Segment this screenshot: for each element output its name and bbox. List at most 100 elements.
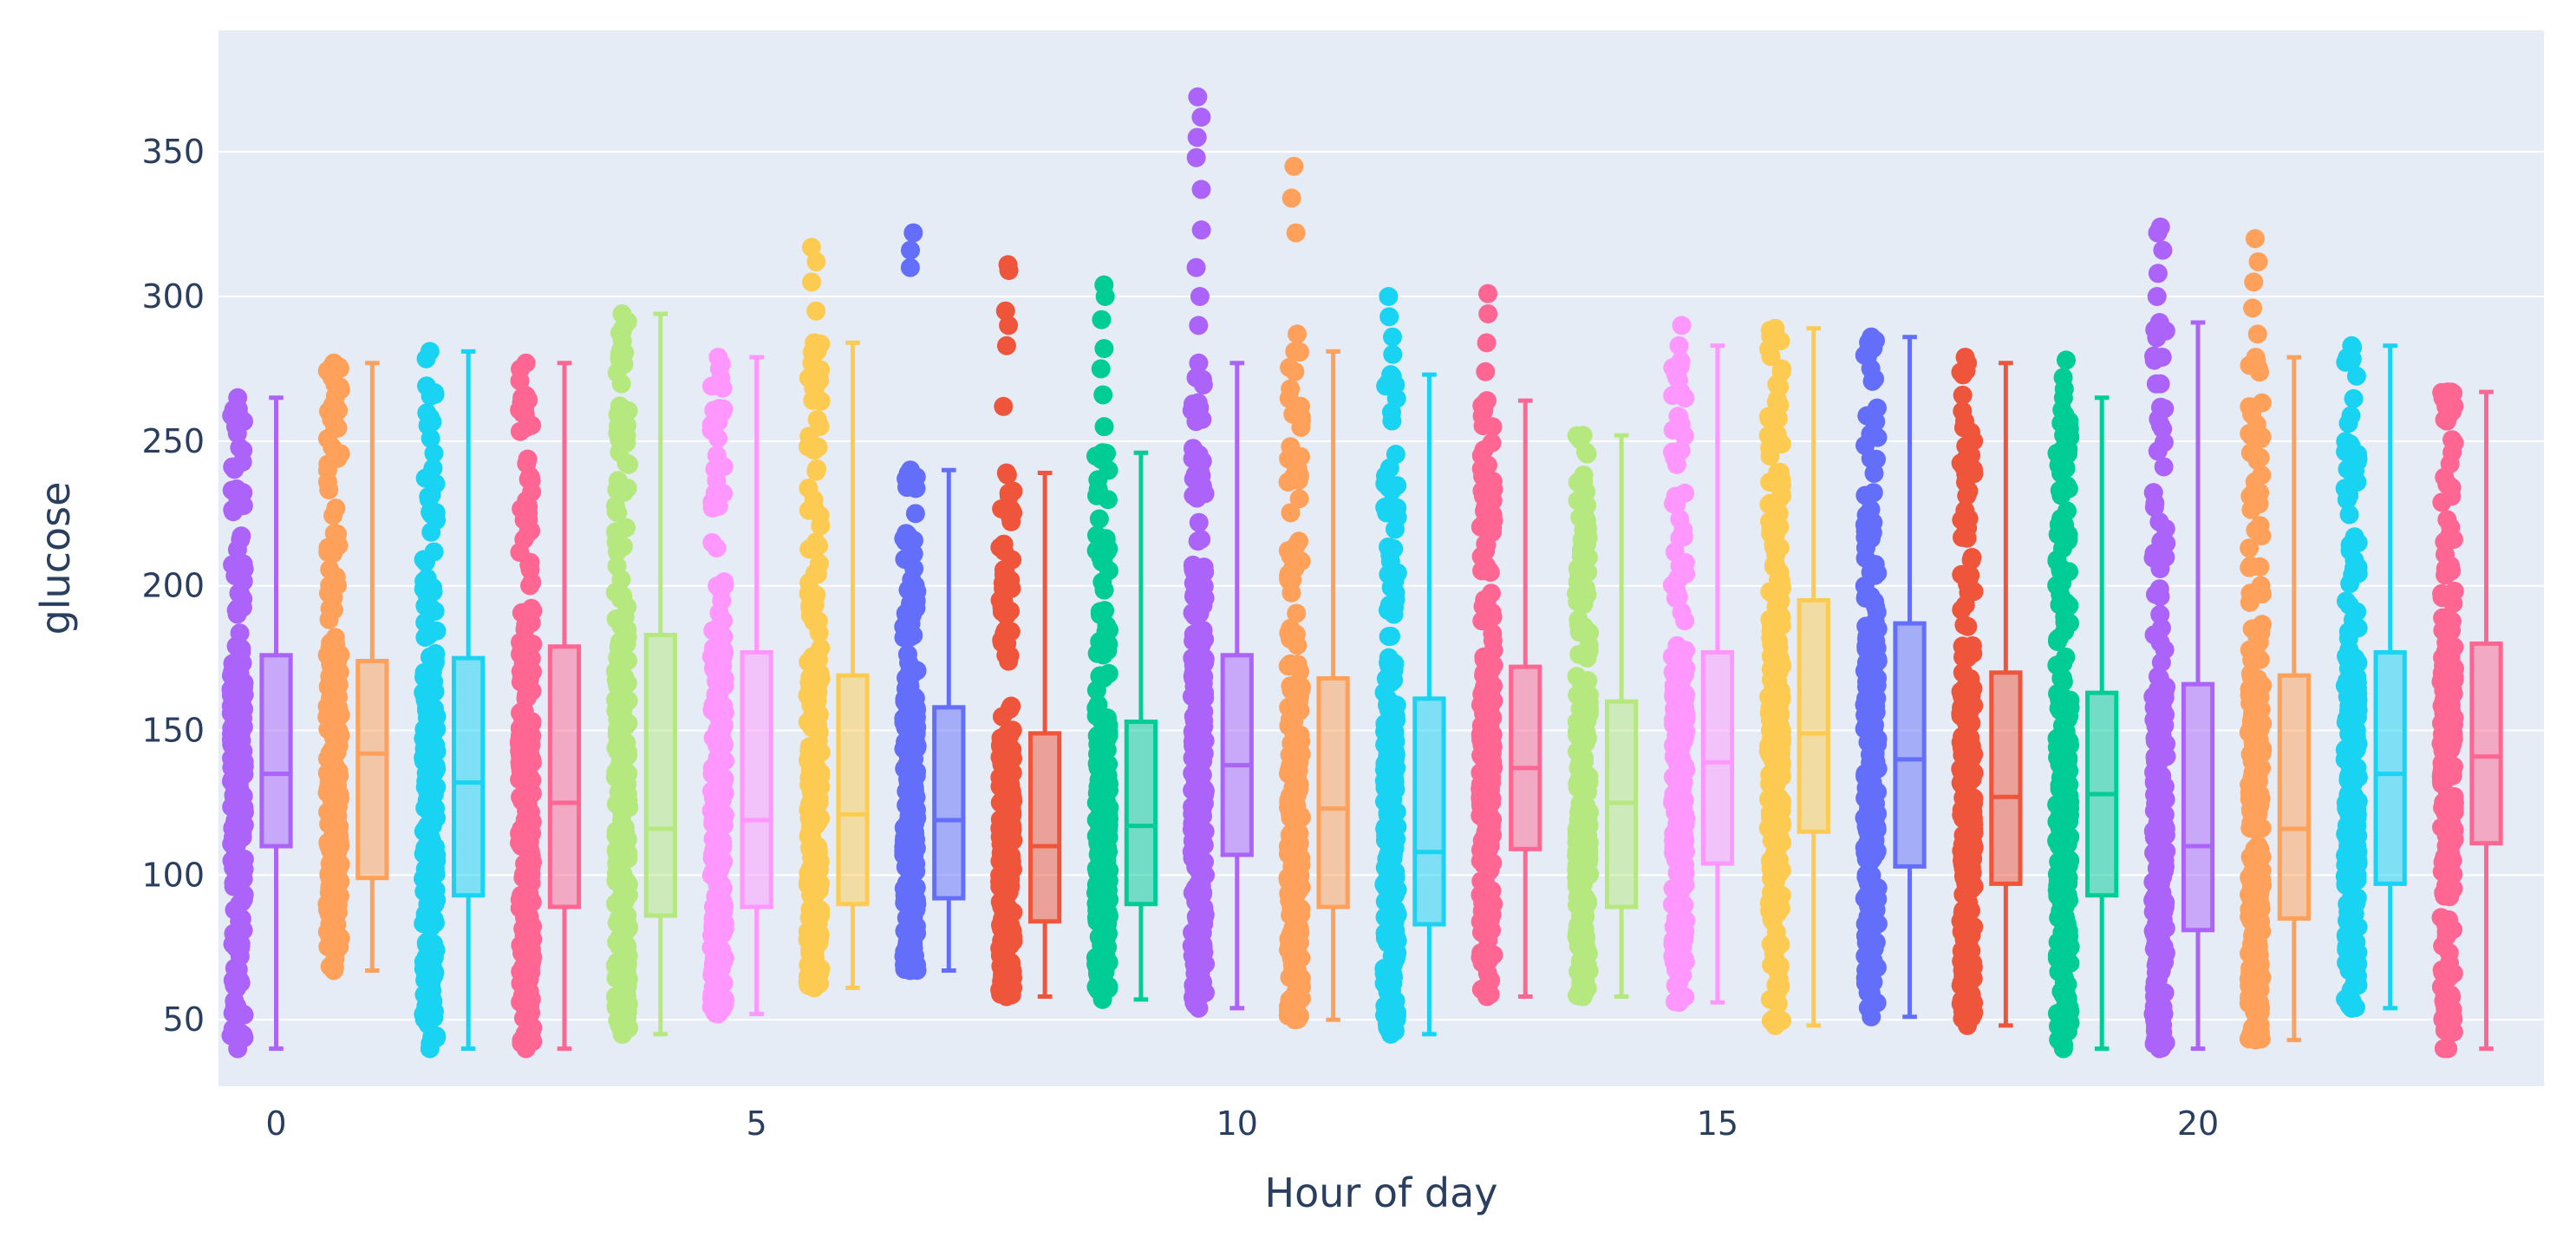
- data-point: [606, 497, 625, 516]
- data-point: [2051, 414, 2071, 433]
- data-point: [1956, 686, 1975, 705]
- data-point: [607, 822, 626, 841]
- data-point: [1958, 897, 1977, 916]
- data-point: [422, 832, 441, 851]
- data-point: [1281, 379, 1300, 398]
- data-point: [234, 496, 253, 515]
- outlier-point: [1477, 333, 1497, 352]
- data-point: [906, 504, 925, 523]
- data-point: [1289, 402, 1308, 421]
- data-point: [894, 842, 913, 861]
- data-point: [1764, 556, 1784, 575]
- data-point: [1573, 531, 1592, 550]
- data-point: [517, 354, 536, 373]
- data-point: [808, 714, 827, 733]
- data-point: [425, 963, 444, 982]
- data-point: [1377, 504, 1396, 523]
- data-point: [1099, 816, 1118, 835]
- data-point: [616, 608, 635, 627]
- data-point: [1476, 541, 1495, 560]
- iqr-box: [1799, 600, 1828, 831]
- data-point: [424, 582, 443, 601]
- data-point: [1855, 889, 1875, 908]
- data-point: [424, 444, 443, 463]
- data-point: [1190, 513, 1209, 532]
- data-point: [1282, 763, 1301, 782]
- data-point: [1093, 645, 1112, 664]
- data-point: [1001, 775, 1020, 794]
- data-point: [1766, 423, 1785, 442]
- data-point: [1666, 850, 1686, 870]
- data-point: [708, 960, 727, 979]
- data-point: [421, 719, 440, 738]
- y-tick-label: 350: [141, 133, 205, 171]
- data-point: [1667, 582, 1686, 601]
- data-point: [714, 816, 734, 835]
- data-point: [708, 577, 727, 596]
- data-point: [1375, 772, 1394, 791]
- outlier-point: [1095, 417, 1114, 436]
- data-point: [1952, 733, 1971, 752]
- data-point: [1001, 700, 1020, 719]
- data-point: [522, 573, 541, 592]
- data-point: [1189, 531, 1208, 551]
- data-point: [703, 845, 722, 864]
- data-point: [805, 536, 824, 555]
- data-point: [1864, 821, 1883, 840]
- data-point: [422, 485, 441, 505]
- data-point: [1379, 734, 1399, 753]
- data-point: [1862, 983, 1881, 1002]
- data-point: [1189, 999, 1208, 1018]
- data-point: [512, 819, 531, 838]
- data-point: [1093, 990, 1112, 1009]
- data-point: [1479, 482, 1498, 501]
- outlier-point: [1192, 220, 1211, 239]
- data-point: [894, 628, 913, 647]
- outlier-point: [1188, 127, 1207, 147]
- data-point: [811, 664, 830, 683]
- data-point: [421, 997, 440, 1016]
- data-point: [1383, 964, 1402, 983]
- data-point: [1864, 683, 1883, 702]
- data-point: [702, 421, 721, 440]
- outlier-point: [802, 272, 821, 291]
- data-point: [1858, 966, 1877, 985]
- data-point: [1188, 677, 1207, 696]
- data-point: [991, 892, 1010, 911]
- data-point: [1964, 460, 1983, 479]
- data-point: [414, 914, 434, 933]
- data-point: [423, 890, 442, 909]
- outlier-point: [1190, 287, 1210, 306]
- data-point: [426, 644, 445, 663]
- data-point: [1090, 510, 1109, 529]
- data-point: [1568, 819, 1588, 838]
- outlier-point: [1094, 276, 1113, 295]
- data-point: [1086, 948, 1105, 968]
- data-point: [1765, 844, 1784, 863]
- data-point: [812, 743, 831, 762]
- data-point: [1281, 824, 1301, 844]
- data-point: [1099, 664, 1118, 683]
- data-point: [327, 774, 346, 793]
- data-point: [511, 371, 530, 390]
- data-point: [512, 943, 532, 962]
- data-point: [516, 615, 535, 634]
- data-point: [1952, 994, 1971, 1013]
- data-point: [1862, 1007, 1881, 1026]
- outlier-point: [1187, 148, 1206, 167]
- data-point: [1194, 779, 1213, 798]
- data-point: [1760, 446, 1779, 466]
- iqr-box: [1511, 667, 1540, 849]
- data-point: [1578, 702, 1597, 721]
- data-point: [326, 635, 345, 654]
- data-point: [1184, 975, 1203, 994]
- data-point: [1675, 388, 1694, 407]
- data-point: [805, 979, 824, 998]
- data-point: [616, 433, 636, 453]
- data-point: [1480, 889, 1499, 908]
- data-point: [1861, 778, 1880, 797]
- data-point: [1281, 804, 1300, 823]
- iqr-box: [1415, 699, 1444, 924]
- outlier-point: [1187, 258, 1206, 277]
- data-point: [612, 772, 631, 791]
